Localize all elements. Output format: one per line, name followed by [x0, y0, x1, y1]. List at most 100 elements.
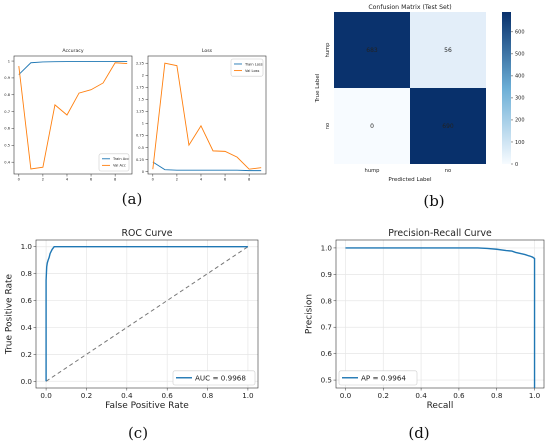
y-tick-label: 0.25 — [136, 158, 144, 162]
y-tick-label: 1.25 — [136, 110, 144, 114]
y-tick-label: 1.0 — [321, 243, 333, 252]
panel-b: Confusion Matrix (Test Set) 683 56 0 690 hump… — [315, 4, 525, 183]
x-tick-label: 2 — [42, 178, 44, 182]
y-tick-label: 2 — [142, 74, 144, 78]
cell-value: 690 — [442, 123, 454, 130]
colorbar-tick-label: 300 — [515, 96, 525, 102]
y-tick-label: 2.25 — [136, 61, 144, 65]
y-tick-label: 0.6 — [21, 296, 33, 305]
x-tick-label: 0 — [18, 178, 21, 182]
confusion-matrix-chart: Confusion Matrix (Test Set) 683 56 0 690 hump… — [315, 4, 525, 183]
y-tick-label: no — [325, 123, 331, 129]
legend-label: AP = 0.9964 — [361, 373, 406, 382]
y-tick-label: 0.5 — [138, 146, 144, 150]
y-tick-label: 0.5 — [321, 376, 332, 385]
legend-label: Val Acc — [113, 164, 126, 168]
x-tick-label: 6 — [90, 178, 93, 182]
cell-value: 683 — [366, 47, 378, 54]
x-tick-label: no — [445, 168, 451, 174]
y-tick-label: 0 — [142, 170, 145, 174]
y-tick-label: 1 — [8, 59, 10, 63]
chart-title: Loss — [202, 48, 213, 54]
chart-title: ROC Curve — [122, 228, 173, 239]
chart-title: Precision-Recall Curve — [388, 228, 492, 239]
x-tick-label: 0.8 — [202, 391, 214, 400]
y-tick-label: 0.4 — [21, 323, 33, 332]
y-axis-label: Precision — [305, 294, 315, 334]
legend-label: Val Loss — [245, 69, 260, 73]
x-axis-label: False Positive Rate — [105, 401, 189, 411]
x-tick-label: 0.2 — [378, 391, 389, 400]
y-tick-label: 0.6 — [321, 349, 333, 358]
x-tick-label: 1.0 — [242, 391, 254, 400]
caption-a: (a) — [121, 190, 143, 208]
diagonal-reference-line — [45, 246, 249, 382]
x-tick-label: 8 — [114, 178, 117, 182]
heatmap-cell — [410, 88, 486, 164]
colorbar-tick-label: 0 — [515, 162, 518, 168]
x-tick-label: 0.4 — [121, 391, 133, 400]
x-tick-label: 6 — [224, 178, 227, 182]
x-tick-label: 0.8 — [491, 391, 503, 400]
y-tick-label: 0.8 — [21, 269, 33, 278]
x-tick-label: 8 — [248, 178, 251, 182]
y-tick-label: 0.7 — [321, 323, 332, 332]
legend-box — [338, 370, 418, 386]
legend-box — [98, 153, 130, 172]
y-tick-label: 0.9 — [4, 76, 10, 80]
y-tick-label: 0.5 — [4, 144, 10, 148]
plot-frame — [13, 55, 133, 175]
legend-box — [172, 370, 256, 386]
x-tick-label: 0.6 — [453, 391, 465, 400]
series-line-0 — [345, 247, 536, 388]
plot-frame — [35, 239, 259, 389]
series-line-1 — [152, 62, 262, 170]
accuracy-chart: 0 2 4 6 8 0.4 0.5 0.6 0.7 0.8 0.9 1 Accuracy Train Ac… — [4, 48, 133, 182]
pr-chart: 0.0 0.2 0.4 0.6 0.8 1.0 0.5 0.6 0.7 0.8 0.9 1.0 Prec… — [305, 228, 545, 411]
y-tick-label: 1.0 — [21, 242, 33, 251]
colorbar — [502, 12, 511, 164]
x-axis-label: Recall — [427, 401, 454, 411]
panel-a: 0 2 4 6 8 0.4 0.5 0.6 0.7 0.8 0.9 1 Accuracy Train Ac… — [4, 48, 267, 182]
cell-value: 56 — [444, 47, 452, 54]
colorbar-tick-label: 600 — [515, 30, 525, 36]
heatmap-cell — [334, 12, 410, 88]
x-axis-label: Predicted Label — [388, 177, 432, 183]
y-tick-label: 0.9 — [321, 270, 333, 279]
y-tick-label: 1.5 — [138, 98, 144, 102]
x-tick-label: hump — [365, 168, 381, 174]
chart-title: Accuracy — [62, 48, 84, 54]
y-tick-label: 0.6 — [4, 127, 10, 131]
x-tick-label: 0.4 — [415, 391, 427, 400]
plot-frame — [335, 239, 545, 389]
heatmap-cell — [410, 12, 486, 88]
heatmap-cell — [334, 88, 410, 164]
y-tick-label: 0.8 — [321, 296, 333, 305]
colorbar-tick-label: 400 — [515, 74, 525, 80]
y-tick-label: 0.4 — [4, 160, 10, 164]
x-tick-label: 0.2 — [81, 391, 92, 400]
series-line-0 — [45, 246, 248, 382]
y-tick-label: 1 — [142, 122, 144, 126]
legend-label: Train Loss — [244, 62, 263, 66]
panel-d: 0.0 0.2 0.4 0.6 0.8 1.0 0.5 0.6 0.7 0.8 0.9 1.0 Prec… — [305, 228, 545, 411]
y-tick-label: 0.75 — [136, 134, 144, 138]
loss-chart: 0 2 4 6 8 0 0.25 0.5 0.75 1 1.25 1.5 1.75 2 2.25 Loss Tr… — [136, 48, 267, 182]
y-tick-label: 1.75 — [136, 86, 144, 90]
colorbar-tick-label: 100 — [515, 140, 525, 146]
x-tick-label: 0.0 — [340, 391, 352, 400]
colorbar-tick-label: 500 — [515, 52, 525, 58]
y-tick-label: 0.8 — [4, 93, 10, 97]
y-axis-label: True Label — [315, 73, 321, 103]
x-tick-label: 0.6 — [161, 391, 173, 400]
caption-c: (c) — [127, 424, 149, 442]
cell-value: 0 — [370, 123, 374, 130]
x-tick-label: 1.0 — [529, 391, 541, 400]
series-line-1 — [18, 62, 128, 170]
x-tick-label: 4 — [200, 178, 203, 182]
legend-label: Train Acc — [112, 157, 129, 161]
plot-frame — [147, 55, 267, 175]
roc-chart: 0.0 0.2 0.4 0.6 0.8 1.0 0.0 0.2 0.4 0.6 0.8 1.0 ROC … — [5, 228, 259, 411]
y-tick-label: 0.7 — [4, 110, 10, 114]
x-tick-label: 0.0 — [40, 391, 52, 400]
